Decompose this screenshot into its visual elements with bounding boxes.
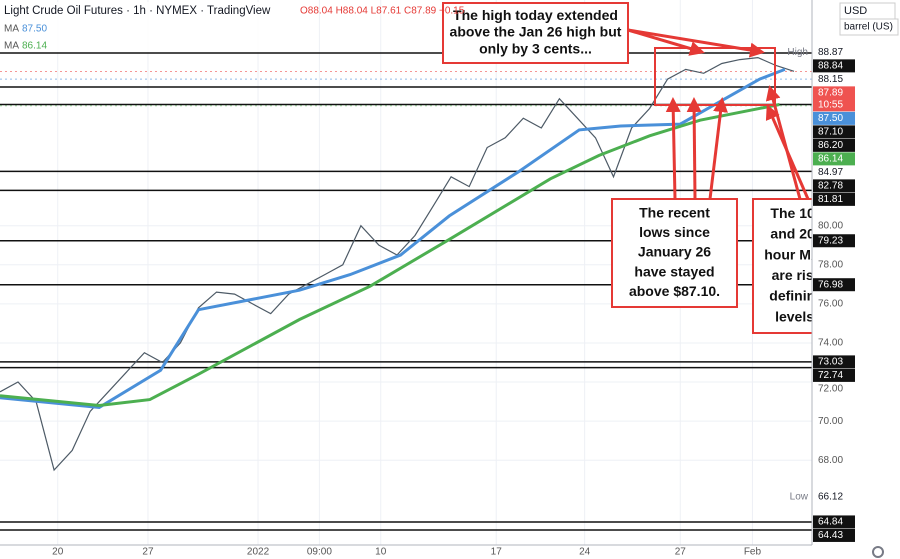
series-line bbox=[0, 103, 780, 408]
legend-value: 87.50 bbox=[22, 24, 47, 35]
arrow bbox=[708, 97, 729, 200]
x-tick-label: 17 bbox=[491, 547, 503, 558]
y-tick-label: 76.00 bbox=[818, 299, 843, 310]
price-label: 82.78 bbox=[818, 181, 843, 192]
arrow bbox=[765, 104, 810, 200]
price-label: 87.89 bbox=[818, 88, 843, 99]
x-tick-label: 2022 bbox=[247, 547, 270, 558]
series-line bbox=[0, 68, 786, 409]
annotation-text: The high today extended bbox=[453, 7, 618, 23]
price-label: 76.98 bbox=[818, 279, 843, 290]
y-tick-label: 70.00 bbox=[818, 416, 843, 427]
price-label-box bbox=[813, 528, 855, 542]
unit-box[interactable] bbox=[839, 18, 899, 36]
price-label: 86.14 bbox=[818, 154, 843, 165]
axis-labels: 20 27 2022 09:00 10 17 24 27 Feb High Low 88.87 88.8… bbox=[52, 47, 855, 558]
legend-name: MA bbox=[4, 24, 19, 35]
arrow bbox=[627, 28, 765, 58]
annotation-box bbox=[611, 198, 738, 308]
price-label-box bbox=[813, 152, 855, 166]
price-label-box bbox=[813, 86, 855, 112]
price-label: 66.12 bbox=[818, 492, 843, 503]
y-tick-label: 74.00 bbox=[818, 338, 843, 349]
annotation-box bbox=[442, 2, 629, 64]
price-label: 64.43 bbox=[818, 530, 843, 541]
legend-value: 86.14 bbox=[22, 41, 47, 52]
price-label: 73.03 bbox=[818, 357, 843, 368]
price-label-box bbox=[813, 138, 855, 152]
annotation-text: have stayed bbox=[634, 263, 714, 279]
annotation-text: and 200 bbox=[770, 226, 822, 242]
annotation-text: are risk bbox=[772, 267, 822, 283]
y-tick-label: 78.00 bbox=[818, 259, 843, 270]
x-tick-label: Feb bbox=[744, 547, 762, 558]
series-layer bbox=[0, 56, 795, 472]
price-label-box bbox=[813, 278, 855, 292]
price-label-box bbox=[813, 515, 855, 529]
price-label: 88.84 bbox=[818, 61, 843, 72]
chart-title: Light Crude Oil Futures · 1h · NYMEX · T… bbox=[4, 5, 271, 17]
currency[interactable]: USD bbox=[844, 5, 867, 17]
x-tick-label: 10 bbox=[375, 547, 387, 558]
price-label: 88.15 bbox=[818, 74, 843, 85]
arrow bbox=[686, 97, 702, 200]
annotation-text: above $87.10. bbox=[629, 283, 720, 299]
annotation-text: above the Jan 26 high but bbox=[450, 24, 622, 40]
x-tick-label: 27 bbox=[142, 547, 154, 558]
ohlc: O88.04 H88.04 L87.61 C87.89 −0.15 bbox=[300, 6, 465, 17]
x-tick-label: 24 bbox=[579, 547, 591, 558]
y-tick-label: 80.00 bbox=[818, 220, 843, 231]
y-tick-label: 72.00 bbox=[818, 384, 843, 395]
arrow bbox=[665, 97, 681, 200]
x-tick-label: 20 bbox=[52, 547, 64, 558]
price-label: 79.23 bbox=[818, 235, 843, 246]
annotation-text: only by 3 cents... bbox=[479, 40, 592, 56]
price-label: 87.10 bbox=[818, 127, 843, 138]
price-label-box bbox=[813, 368, 855, 382]
price-label: 88.87 bbox=[818, 47, 843, 58]
price-label-box bbox=[813, 59, 855, 73]
annotation-text: January 26 bbox=[638, 244, 711, 260]
price-label-box bbox=[813, 234, 855, 248]
price-label-box bbox=[813, 192, 855, 206]
price-label: 81.81 bbox=[818, 194, 843, 205]
x-tick-label: 09:00 bbox=[307, 547, 332, 558]
unit[interactable]: barrel (US) bbox=[844, 22, 893, 33]
price-label: 86.20 bbox=[818, 140, 843, 151]
price-label-box bbox=[813, 111, 855, 125]
price-label: 87.50 bbox=[818, 113, 843, 124]
price-label-box bbox=[813, 125, 855, 139]
annotation-text: The 100 bbox=[770, 205, 822, 221]
arrow bbox=[627, 28, 705, 56]
time-axis bbox=[0, 545, 812, 559]
y-tick-label: 68.00 bbox=[818, 455, 843, 466]
annotation-text: defining bbox=[769, 288, 823, 304]
annotation-text: levels. bbox=[775, 308, 818, 324]
countdown: 10:55 bbox=[818, 100, 843, 111]
price-label: 84.97 bbox=[818, 167, 843, 178]
legend-name: MA bbox=[4, 41, 19, 52]
legend-bg bbox=[0, 2, 300, 52]
price-label: 72.74 bbox=[818, 370, 843, 381]
price-label: 64.84 bbox=[818, 517, 843, 528]
price-label-box bbox=[813, 355, 855, 369]
price-tag: Low bbox=[790, 492, 809, 503]
annotation-text: lows since bbox=[639, 224, 710, 240]
settings-icon[interactable] bbox=[872, 546, 884, 558]
arrows bbox=[627, 28, 810, 200]
x-tick-label: 27 bbox=[675, 547, 687, 558]
price-tag: High bbox=[787, 47, 808, 58]
annotation-text: The recent bbox=[639, 205, 710, 221]
price-label-box bbox=[813, 179, 855, 193]
